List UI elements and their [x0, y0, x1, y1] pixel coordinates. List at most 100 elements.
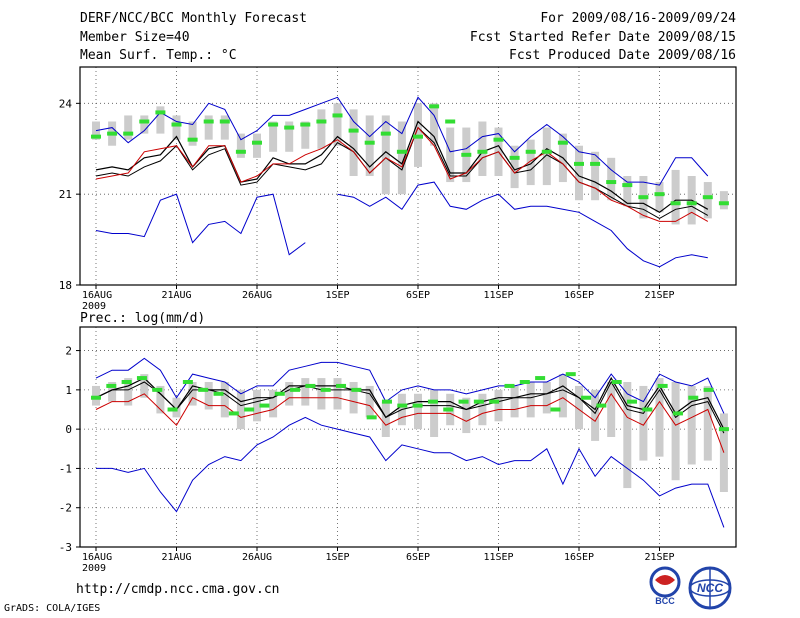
- spread-bar: [236, 133, 245, 158]
- spread-bar: [140, 115, 149, 134]
- series-line-upper-envelope: [95, 96, 709, 186]
- median-marker: [198, 387, 209, 392]
- median-marker: [654, 192, 665, 197]
- x-tick-label: 11SEP: [483, 290, 513, 301]
- spread-bar: [172, 115, 181, 140]
- produced-date: Fcst Produced Date 2009/08/16: [509, 48, 736, 63]
- spread-bar: [414, 393, 422, 430]
- spread-bar: [365, 115, 374, 176]
- x-tick-label: 6SEP: [406, 290, 430, 301]
- median-marker: [541, 149, 552, 154]
- spread-bar: [575, 145, 583, 201]
- spread-bar: [381, 401, 390, 437]
- panel-0: 18 21 24 16AUG 21AUG 26AUG 1SEP 6SEP 11SEP 16SEP 2…: [59, 66, 737, 312]
- y-tick-label: -1: [59, 462, 72, 475]
- spread-bar: [269, 121, 278, 152]
- spread-bar: [349, 382, 358, 414]
- median-marker: [458, 399, 469, 404]
- median-marker: [316, 119, 327, 124]
- spread-bar: [703, 182, 712, 219]
- median-marker: [320, 387, 331, 392]
- median-marker: [167, 407, 178, 412]
- median-marker: [252, 140, 262, 145]
- median-marker: [290, 387, 301, 392]
- median-marker: [718, 201, 729, 206]
- spread-bar: [156, 106, 165, 134]
- spread-bar: [140, 374, 149, 398]
- median-marker: [638, 195, 649, 200]
- spread-bar: [285, 121, 294, 152]
- median-marker: [219, 119, 230, 124]
- spread-bar: [446, 127, 455, 183]
- median-marker: [509, 155, 520, 160]
- spread-bar: [558, 374, 567, 418]
- refer-date: Fcst Started Refer Date 2009/08/15: [469, 30, 736, 45]
- spread-bar: [478, 393, 487, 426]
- ncc-logo: NCC: [688, 566, 732, 610]
- median-marker: [213, 391, 224, 396]
- median-marker: [268, 122, 279, 127]
- median-marker: [235, 149, 246, 154]
- spread-bar: [236, 389, 245, 430]
- median-marker: [493, 137, 504, 142]
- x-tick-label: 11SEP: [483, 552, 513, 563]
- spread-bar: [349, 109, 358, 176]
- x-tick-label: 16AUG: [82, 552, 112, 563]
- median-marker: [557, 140, 568, 145]
- variable-label: Mean Surf. Temp.: °C: [80, 48, 237, 63]
- spread-bar: [591, 151, 600, 201]
- chart-title: DERF/NCC/BCC Monthly Forecast: [80, 11, 307, 26]
- spread-bar: [542, 382, 551, 414]
- grads-credit: GrADS: COLA/IGES: [4, 603, 101, 614]
- x-tick-label: 1SEP: [325, 552, 349, 563]
- spread-bar: [253, 389, 261, 422]
- y-tick-label: 0: [65, 423, 72, 436]
- spread-bar: [204, 115, 213, 140]
- median-marker: [351, 387, 362, 392]
- plot-frame: [79, 66, 737, 286]
- median-marker: [187, 137, 198, 142]
- median-marker: [396, 149, 407, 154]
- spread-bar: [719, 191, 728, 210]
- median-marker: [91, 134, 101, 139]
- source-url[interactable]: http://cmdp.ncc.cma.gov.cn: [76, 582, 280, 597]
- median-marker: [504, 383, 515, 388]
- median-marker: [107, 131, 118, 136]
- median-marker: [397, 403, 408, 408]
- median-marker: [152, 387, 163, 392]
- median-marker: [121, 380, 132, 384]
- spread-bar: [381, 115, 390, 195]
- median-marker: [686, 201, 697, 206]
- median-marker: [574, 161, 584, 166]
- median-marker: [443, 407, 454, 412]
- median-marker: [702, 195, 713, 200]
- spread-bar: [156, 385, 165, 414]
- spread-bar: [494, 389, 503, 422]
- median-marker: [348, 128, 359, 133]
- median-marker: [672, 411, 683, 416]
- spread-bar: [655, 182, 664, 213]
- series-line-median: [95, 392, 725, 453]
- median-marker: [381, 399, 392, 404]
- spread-bar: [462, 397, 471, 434]
- spread-bar: [397, 121, 406, 195]
- median-marker: [477, 149, 488, 154]
- median-marker: [519, 380, 530, 384]
- bcc-logo-text: BCC: [655, 596, 675, 606]
- series-line-lower-envelope: [95, 181, 708, 268]
- median-marker: [123, 131, 134, 136]
- x-tick-label: 21SEP: [644, 290, 674, 301]
- median-marker: [622, 183, 633, 188]
- spread-bar: [510, 385, 519, 418]
- spread-bar: [623, 176, 632, 207]
- median-marker: [611, 380, 622, 384]
- median-marker: [550, 407, 561, 412]
- median-marker: [489, 399, 500, 404]
- median-marker: [284, 125, 295, 130]
- spread-bar: [317, 109, 326, 149]
- y-tick-label: 1: [65, 384, 72, 397]
- median-marker: [305, 383, 316, 388]
- spread-bar: [607, 157, 616, 201]
- x-tick-label: 16AUG: [82, 290, 112, 301]
- series-line-median: [95, 126, 709, 222]
